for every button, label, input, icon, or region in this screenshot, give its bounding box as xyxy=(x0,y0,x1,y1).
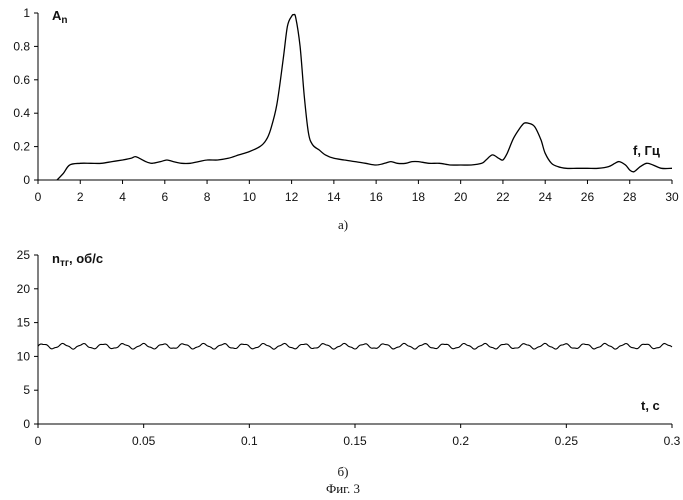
panel-b-x-ticks: 0 0.05 0.1 0.15 0.2 0.25 0.3 xyxy=(35,424,681,448)
panel-b-label: б) xyxy=(338,464,349,479)
panel-b-x-tick-label: 0.1 xyxy=(241,434,258,448)
panel-a-x-tick-label: 2 xyxy=(77,190,84,204)
panel-a-y-tick-label: 0.6 xyxy=(13,73,30,87)
panel-b: 0 5 10 15 20 25 0 0.05 0.1 0.15 0.2 0.25 0.3 nтг, о… xyxy=(17,248,681,479)
panel-b-series-line xyxy=(38,343,672,349)
panel-b-y-tick-label: 25 xyxy=(17,248,31,262)
panel-a-x-tick-label: 10 xyxy=(243,190,257,204)
panel-a-x-tick-label: 26 xyxy=(581,190,595,204)
panel-a-xlabel: f, Гц xyxy=(633,143,660,158)
panel-a-x-tick-label: 8 xyxy=(204,190,211,204)
panel-a-y-tick-label: 0 xyxy=(23,173,30,187)
panel-a-x-tick-label: 22 xyxy=(496,190,510,204)
panel-a-y-ticks: 0 0.2 0.4 0.6 0.8 1 xyxy=(13,6,38,187)
panel-b-y-tick-label: 0 xyxy=(23,417,30,431)
panel-a-x-tick-label: 14 xyxy=(327,190,341,204)
panel-b-x-tick-label: 0.05 xyxy=(132,434,156,448)
panel-a-y-tick-label: 0.2 xyxy=(13,140,30,154)
panel-a-y-tick-label: 0.8 xyxy=(13,39,30,53)
panel-b-y-tick-label: 5 xyxy=(23,383,30,397)
panel-a-x-tick-label: 24 xyxy=(539,190,553,204)
panel-a-x-tick-label: 4 xyxy=(119,190,126,204)
panel-a-x-tick-label: 16 xyxy=(369,190,383,204)
panel-a-x-tick-label: 30 xyxy=(665,190,679,204)
panel-a-x-tick-label: 6 xyxy=(161,190,168,204)
panel-b-y-tick-label: 20 xyxy=(17,282,31,296)
panel-a-x-ticks: 024681012141618202224262830 xyxy=(35,180,679,204)
panel-a-x-tick-label: 20 xyxy=(454,190,468,204)
panel-a-y-tick-label: 0.4 xyxy=(13,106,30,120)
panel-b-x-tick-label: 0 xyxy=(35,434,42,448)
panel-a-series-line xyxy=(57,14,672,180)
panel-b-x-tick-label: 0.2 xyxy=(452,434,469,448)
panel-b-x-tick-label: 0.3 xyxy=(664,434,681,448)
panel-b-y-ticks: 0 5 10 15 20 25 xyxy=(17,248,38,431)
panel-a-x-tick-label: 12 xyxy=(285,190,299,204)
panel-a-y-tick-label: 1 xyxy=(23,6,30,20)
panel-a: 00.20.40.60.81 0246810121416182022242628… xyxy=(13,6,679,232)
panel-a-x-tick-label: 18 xyxy=(412,190,426,204)
panel-a-label: а) xyxy=(338,217,348,232)
panel-a-x-tick-label: 28 xyxy=(623,190,637,204)
panel-a-x-tick-label: 0 xyxy=(35,190,42,204)
panel-b-xlabel: t, с xyxy=(641,398,660,413)
panel-b-y-tick-label: 15 xyxy=(17,316,31,330)
panel-b-x-tick-label: 0.25 xyxy=(555,434,579,448)
panel-a-ylabel: An xyxy=(52,8,68,26)
figure-caption: Фиг. 3 xyxy=(326,481,360,496)
panel-b-y-tick-label: 10 xyxy=(17,349,31,363)
panel-b-ylabel: nтг, об/с xyxy=(52,251,103,269)
panel-b-x-tick-label: 0.15 xyxy=(343,434,367,448)
